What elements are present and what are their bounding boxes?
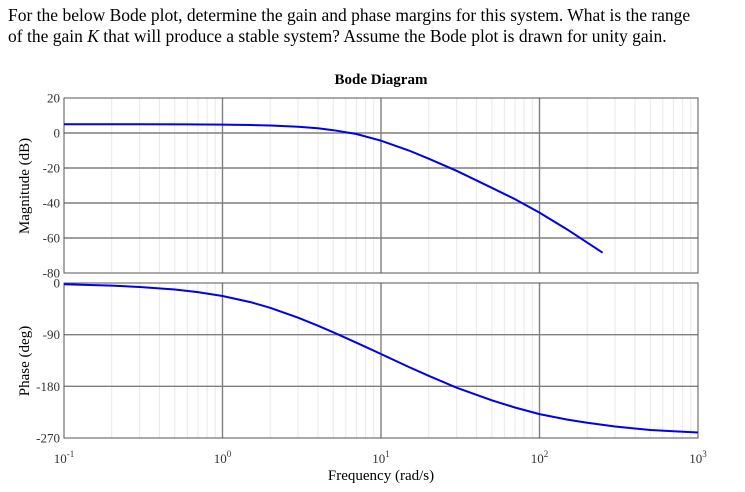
magnitude-y-tick-label: -80: [43, 266, 60, 281]
x-tick-label: 10-1: [54, 449, 75, 466]
magnitude-y-tick-label: -60: [43, 231, 60, 246]
magnitude-grid: [64, 98, 698, 273]
phase-plot-frame: [63, 282, 699, 439]
x-axis-label: Frequency (rad/s): [328, 468, 434, 484]
phase-panel: 0 -90 -180 -270 Phase (deg): [17, 276, 699, 446]
x-tick-label: 100: [214, 449, 232, 466]
magnitude-plot-frame: [63, 97, 699, 274]
x-tick-label: 101: [372, 449, 390, 466]
phase-grid: [64, 283, 698, 438]
phase-y-tick-label: 0: [54, 276, 61, 291]
magnitude-y-tick-label: -40: [43, 196, 60, 211]
x-tick-label: 102: [531, 449, 549, 466]
magnitude-y-axis-label: Magnitude (dB): [17, 138, 33, 234]
chart-title: Bode Diagram: [335, 72, 428, 88]
question-text: For the below Bode plot, determine the g…: [8, 5, 738, 47]
phase-y-tick-labels: 0 -90 -180 -270: [36, 276, 60, 446]
magnitude-y-tick-label: 20: [47, 91, 60, 106]
phase-series-line: [63, 283, 699, 434]
gain-variable: K: [87, 26, 99, 46]
magnitude-series-line: [64, 123, 604, 254]
phase-y-axis-label: Phase (deg): [17, 326, 33, 396]
magnitude-y-tick-labels: 20 0 -20 -40 -60 -80: [43, 91, 60, 281]
question-line-1: For the below Bode plot, determine the g…: [8, 5, 691, 25]
question-line-2-end: that will produce a stable system? Assum…: [98, 26, 667, 46]
phase-y-tick-label: -90: [43, 327, 60, 342]
x-tick-labels: 10-1 100 101 102 103: [54, 449, 708, 466]
magnitude-y-tick-label: -20: [43, 161, 60, 176]
magnitude-panel: 20 0 -20 -40 -60 -80 Magnitude (dB): [17, 91, 699, 281]
x-tick-label: 103: [689, 449, 707, 466]
question-line-2: of the gain K that will produce a stable…: [8, 26, 738, 47]
question-line-2-start: of the gain: [8, 26, 88, 46]
magnitude-y-tick-label: 0: [54, 126, 61, 141]
phase-y-tick-label: -270: [36, 431, 60, 446]
phase-y-tick-label: -180: [36, 379, 60, 394]
